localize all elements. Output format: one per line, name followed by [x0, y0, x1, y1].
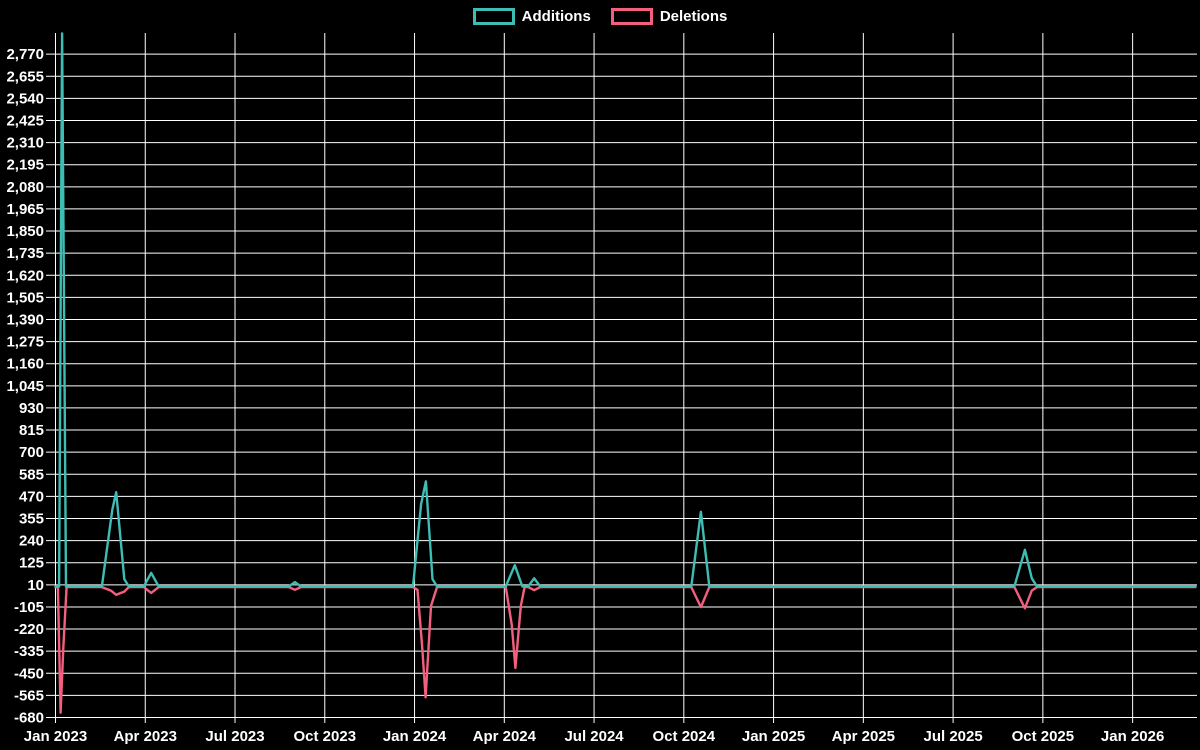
y-axis-tick-label: -680 — [14, 710, 44, 727]
x-axis-tick-label: Oct 2023 — [294, 728, 357, 745]
y-axis-tick-label: 1,850 — [6, 223, 44, 240]
legend-item-additions[interactable]: Additions — [472, 8, 591, 25]
x-axis-tick-label: Oct 2024 — [653, 728, 716, 745]
deletions-swatch-icon — [610, 8, 653, 25]
additions-swatch-icon — [472, 8, 515, 25]
y-axis-tick-label: 2,080 — [6, 179, 44, 196]
x-axis-tick-label: Jul 2024 — [564, 728, 624, 745]
additions-series-line — [54, 32, 1197, 588]
y-axis-tick-label: 2,310 — [6, 135, 44, 152]
y-axis-tick-label: 815 — [19, 422, 44, 439]
y-axis-tick-label: 1,160 — [6, 356, 44, 373]
legend-label-additions: Additions — [521, 8, 591, 25]
x-axis-tick-label: Oct 2025 — [1012, 728, 1075, 745]
x-axis-tick-label: Jan 2026 — [1101, 728, 1164, 745]
y-axis-tick-label: 1,390 — [6, 311, 44, 328]
y-axis-tick-label: 1,505 — [6, 289, 44, 306]
x-axis-tick-label: Apr 2023 — [114, 728, 177, 745]
y-axis-tick-label: 585 — [19, 466, 44, 483]
y-axis-tick-label: 240 — [19, 533, 44, 550]
gridlines — [46, 33, 1197, 723]
y-axis-tick-label: 10 — [27, 577, 44, 594]
axis-labels: -680 -565 -450 -335 -220 -105 10 125 240 355 470 58… — [6, 46, 1164, 745]
y-axis-tick-label: -105 — [14, 599, 44, 616]
y-axis-tick-label: 1,275 — [6, 334, 44, 351]
y-axis-tick-label: 1,965 — [6, 201, 44, 218]
y-axis-tick-label: 700 — [19, 444, 44, 461]
y-axis-tick-label: -565 — [14, 687, 44, 704]
y-axis-tick-label: 2,195 — [6, 157, 44, 174]
y-axis-tick-label: 1,620 — [6, 267, 44, 284]
x-axis-tick-label: Jul 2023 — [205, 728, 264, 745]
x-axis-tick-label: Jul 2025 — [923, 728, 982, 745]
y-axis-tick-label: 2,770 — [6, 46, 44, 63]
x-axis-tick-label: Jan 2025 — [742, 728, 805, 745]
chart-legend: Additions Deletions — [0, 8, 1200, 25]
y-axis-tick-label: -335 — [14, 643, 44, 660]
x-axis-tick-label: Jan 2023 — [24, 728, 87, 745]
y-axis-tick-label: 355 — [19, 510, 44, 527]
x-axis-tick-label: Apr 2024 — [473, 728, 537, 745]
x-axis-tick-label: Apr 2025 — [832, 728, 895, 745]
x-axis-tick-label: Jan 2024 — [383, 728, 447, 745]
legend-item-deletions[interactable]: Deletions — [610, 8, 728, 25]
y-axis-tick-label: 2,425 — [6, 112, 44, 129]
y-axis-tick-label: -450 — [14, 665, 44, 682]
y-axis-tick-label: 930 — [19, 400, 44, 417]
legend-label-deletions: Deletions — [659, 8, 728, 25]
y-axis-tick-label: 2,655 — [6, 68, 44, 85]
y-axis-tick-label: 470 — [19, 488, 44, 505]
deletions-series-line — [54, 585, 1197, 714]
y-axis-tick-label: 1,045 — [6, 378, 44, 395]
y-axis-tick-label: 2,540 — [6, 90, 44, 107]
y-axis-tick-label: 1,735 — [6, 245, 44, 262]
y-axis-tick-label: -220 — [14, 621, 44, 638]
y-axis-tick-label: 125 — [19, 555, 44, 572]
